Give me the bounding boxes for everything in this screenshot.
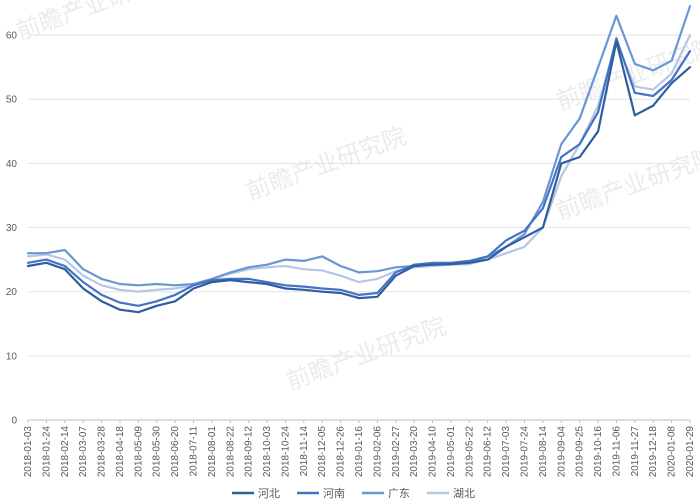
x-tick-label: 2018-10-24 [280, 426, 291, 478]
x-tick-label: 2018-07-11 [189, 426, 200, 477]
legend-label: 广东 [388, 487, 410, 500]
x-tick-label: 2019-12-18 [648, 426, 659, 478]
series-line-1 [26, 40, 692, 314]
x-tick-label: 2019-11-27 [630, 426, 641, 477]
legend-label: 湖北 [453, 487, 475, 500]
legend: 河北 河南 广东 湖北 [232, 487, 475, 500]
x-tick-label: 2018-01-24 [41, 426, 52, 478]
x-tick-label: 2018-12-26 [336, 426, 347, 478]
y-tick-label: 0 [11, 416, 17, 427]
y-axis-ticks: 0 10 20 30 40 50 60 [6, 31, 18, 427]
series-line-2 [26, 37, 692, 307]
x-tick-label: 2018-04-18 [115, 426, 126, 478]
x-tick-label: 2019-09-04 [556, 426, 567, 478]
y-tick-label: 50 [6, 95, 18, 106]
x-tick-label: 2018-06-20 [170, 426, 181, 478]
watermark-text: 前瞻产业研究院 [282, 312, 449, 396]
x-tick-label: 2019-06-12 [483, 426, 494, 478]
x-tick-label: 2019-05-01 [446, 426, 457, 478]
x-tick-label: 2019-08-14 [538, 426, 549, 478]
x-tick-label: 2019-02-27 [391, 426, 402, 478]
x-axis-ticks: 2018-01-03 2018-01-24 2018-02-14 2018-03-07… [23, 420, 696, 477]
y-tick-label: 40 [6, 159, 18, 170]
x-tick-label: 2019-09-25 [575, 426, 586, 478]
y-tick-label: 30 [6, 223, 18, 234]
x-tick-label: 2018-10-03 [262, 426, 273, 478]
x-tick-label: 2020-01-29 [685, 426, 696, 478]
x-tick-label: 2019-10-16 [593, 426, 604, 478]
y-tick-label: 10 [6, 351, 18, 362]
x-tick-label: 2019-07-03 [501, 426, 512, 478]
x-tick-label: 2019-02-06 [372, 426, 383, 478]
x-tick-label: 2018-03-28 [97, 426, 108, 478]
x-tick-label: 2018-09-12 [244, 426, 255, 478]
x-tick-label: 2019-03-20 [409, 426, 420, 478]
x-tick-label: 2019-05-22 [464, 426, 475, 478]
x-tick-label: 2018-02-14 [60, 426, 71, 478]
x-tick-label: 2018-01-03 [23, 426, 34, 478]
x-tick-label: 2018-08-22 [225, 426, 236, 478]
x-tick-label: 2018-12-05 [317, 426, 328, 478]
x-tick-label: 2018-11-14 [299, 426, 310, 477]
legend-label: 河南 [323, 487, 345, 500]
x-tick-label: 2018-05-09 [133, 426, 144, 478]
x-tick-label: 2020-01-08 [667, 426, 678, 478]
series-line-3 [26, 5, 692, 287]
watermark-text: 前瞻产业研究院 [12, 0, 179, 46]
x-tick-label: 2018-08-01 [207, 426, 218, 478]
y-tick-label: 60 [6, 31, 18, 42]
x-tick-label: 2019-07-24 [520, 426, 531, 478]
x-tick-label: 2019-11-06 [611, 426, 622, 477]
x-tick-label: 2018-03-07 [78, 426, 89, 478]
x-tick-label: 2019-01-16 [354, 426, 365, 478]
legend-label: 河北 [258, 487, 280, 500]
y-tick-label: 20 [6, 287, 18, 298]
series-lines [26, 5, 692, 314]
x-tick-label: 2018-05-30 [152, 426, 163, 478]
x-tick-label: 2019-04-10 [428, 426, 439, 478]
